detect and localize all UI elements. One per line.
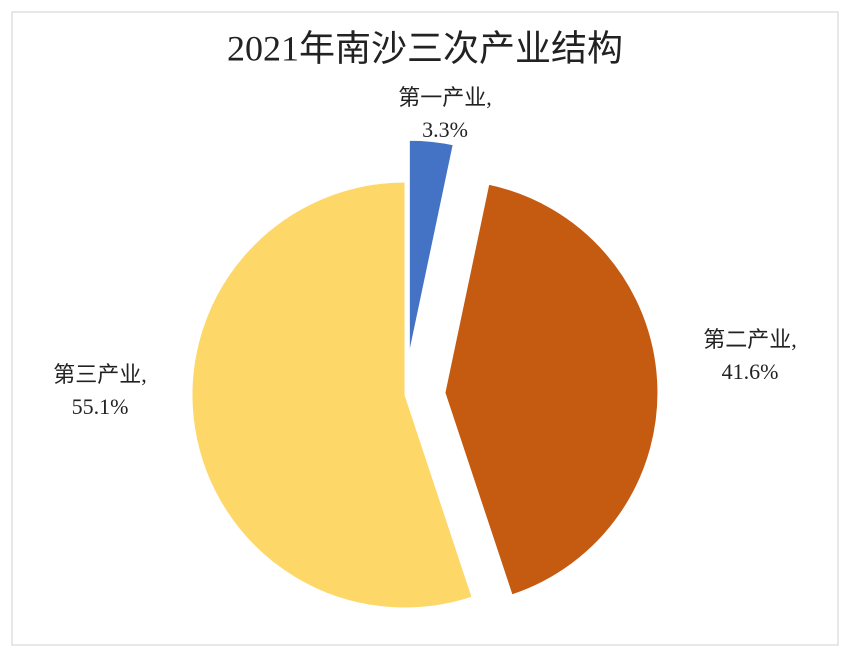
slice-label: 第三产业, (53, 362, 147, 387)
pie-slice (408, 139, 454, 354)
pie-slice (191, 181, 473, 609)
chart-title: 2021年南沙三次产业结构 (227, 28, 623, 68)
slice-label: 第一产业, (398, 85, 492, 110)
slice-value-label: 55.1% (72, 394, 129, 419)
slice-label: 第二产业, (703, 327, 797, 352)
pie-slice (444, 183, 659, 596)
slice-value-label: 41.6% (722, 359, 779, 384)
slice-value-label: 3.3% (422, 117, 468, 142)
